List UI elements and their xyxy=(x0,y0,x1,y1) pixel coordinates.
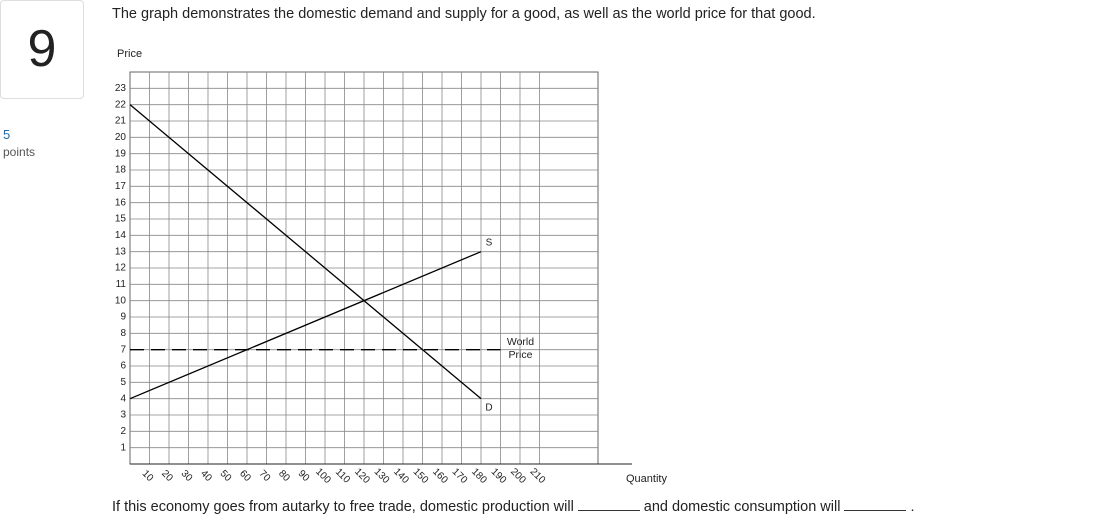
y-tick-label: 13 xyxy=(115,246,127,257)
y-tick-label: 18 xyxy=(115,165,127,176)
x-tick-label: 70 xyxy=(257,468,273,484)
y-tick-label: 4 xyxy=(120,393,126,404)
y-tick-label: 23 xyxy=(115,83,127,94)
answer-blank[interactable] xyxy=(577,510,640,511)
answer-blank[interactable] xyxy=(844,510,907,511)
y-tick-label: 6 xyxy=(120,361,126,372)
y-tick-label: 8 xyxy=(120,328,126,339)
y-tick-label: 7 xyxy=(120,344,126,355)
y-tick-label: 2 xyxy=(120,426,126,437)
question-sentence: If this economy goes from autarky to fre… xyxy=(112,499,914,515)
x-tick-label: 210 xyxy=(528,466,548,486)
x-tick-label: 50 xyxy=(218,468,234,484)
x-tick-label: 150 xyxy=(411,466,431,486)
x-tick-label: 90 xyxy=(296,468,312,484)
sentence-end: . xyxy=(910,499,915,515)
x-tick-label: 120 xyxy=(352,466,372,486)
x-tick-label: 110 xyxy=(333,467,352,486)
series-label: S xyxy=(486,237,493,248)
x-axis-label: Quantity xyxy=(626,473,667,485)
y-tick-label: 10 xyxy=(115,295,127,306)
y-tick-label: 3 xyxy=(120,410,126,421)
points-label: points xyxy=(3,145,36,159)
x-tick-label: 40 xyxy=(198,468,214,484)
x-tick-label: 160 xyxy=(430,466,450,486)
x-tick-label: 170 xyxy=(450,466,470,486)
series-line xyxy=(129,104,482,400)
x-tick-label: 10 xyxy=(140,468,156,484)
y-tick-label: 15 xyxy=(115,214,127,225)
y-axis-label: Price xyxy=(117,48,142,60)
points-value: 5 xyxy=(3,127,11,142)
x-tick-label: 80 xyxy=(276,468,292,484)
series-label: D xyxy=(485,402,492,413)
series-line xyxy=(129,251,482,400)
y-tick-label: 19 xyxy=(115,148,127,159)
y-tick-label: 21 xyxy=(115,116,127,127)
x-tick-label: 100 xyxy=(313,466,333,486)
x-tick-label: 200 xyxy=(508,466,528,486)
question-prompt: The graph demonstrates the domestic dema… xyxy=(112,6,816,22)
sentence-middle: and domestic consumption will xyxy=(643,499,841,515)
x-tick-label: 20 xyxy=(159,468,175,484)
y-tick-label: 11 xyxy=(116,279,127,290)
y-tick-label: 22 xyxy=(115,99,127,110)
x-tick-label: 30 xyxy=(179,468,195,484)
y-tick-label: 9 xyxy=(120,312,126,323)
y-tick-label: 17 xyxy=(115,181,127,192)
y-tick-label: 20 xyxy=(115,132,127,143)
sentence-start: If this economy goes from autarky to fre… xyxy=(112,499,574,515)
y-tick-label: 16 xyxy=(115,197,127,208)
series-label: World Price xyxy=(506,335,535,361)
x-tick-label: 190 xyxy=(489,466,509,486)
question-number: 9 xyxy=(0,0,84,99)
y-tick-label: 14 xyxy=(115,230,127,241)
x-tick-label: 140 xyxy=(391,466,411,486)
y-tick-label: 5 xyxy=(120,377,126,388)
y-tick-label: 1 xyxy=(120,442,126,453)
x-tick-label: 60 xyxy=(237,468,253,484)
y-tick-label: 12 xyxy=(115,263,127,274)
x-tick-label: 130 xyxy=(372,466,392,486)
x-tick-label: 180 xyxy=(469,466,489,486)
